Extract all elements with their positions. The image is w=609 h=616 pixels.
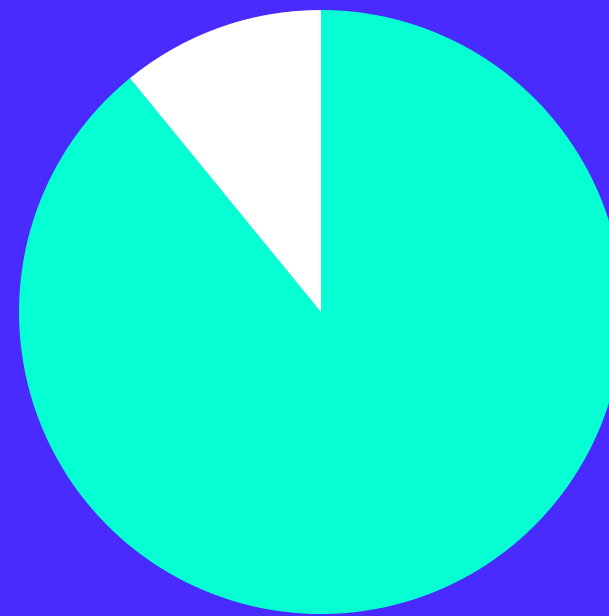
pie-slice-1 (19, 10, 609, 614)
pie-slices (19, 10, 609, 614)
pie-slice-2 (129, 10, 321, 312)
